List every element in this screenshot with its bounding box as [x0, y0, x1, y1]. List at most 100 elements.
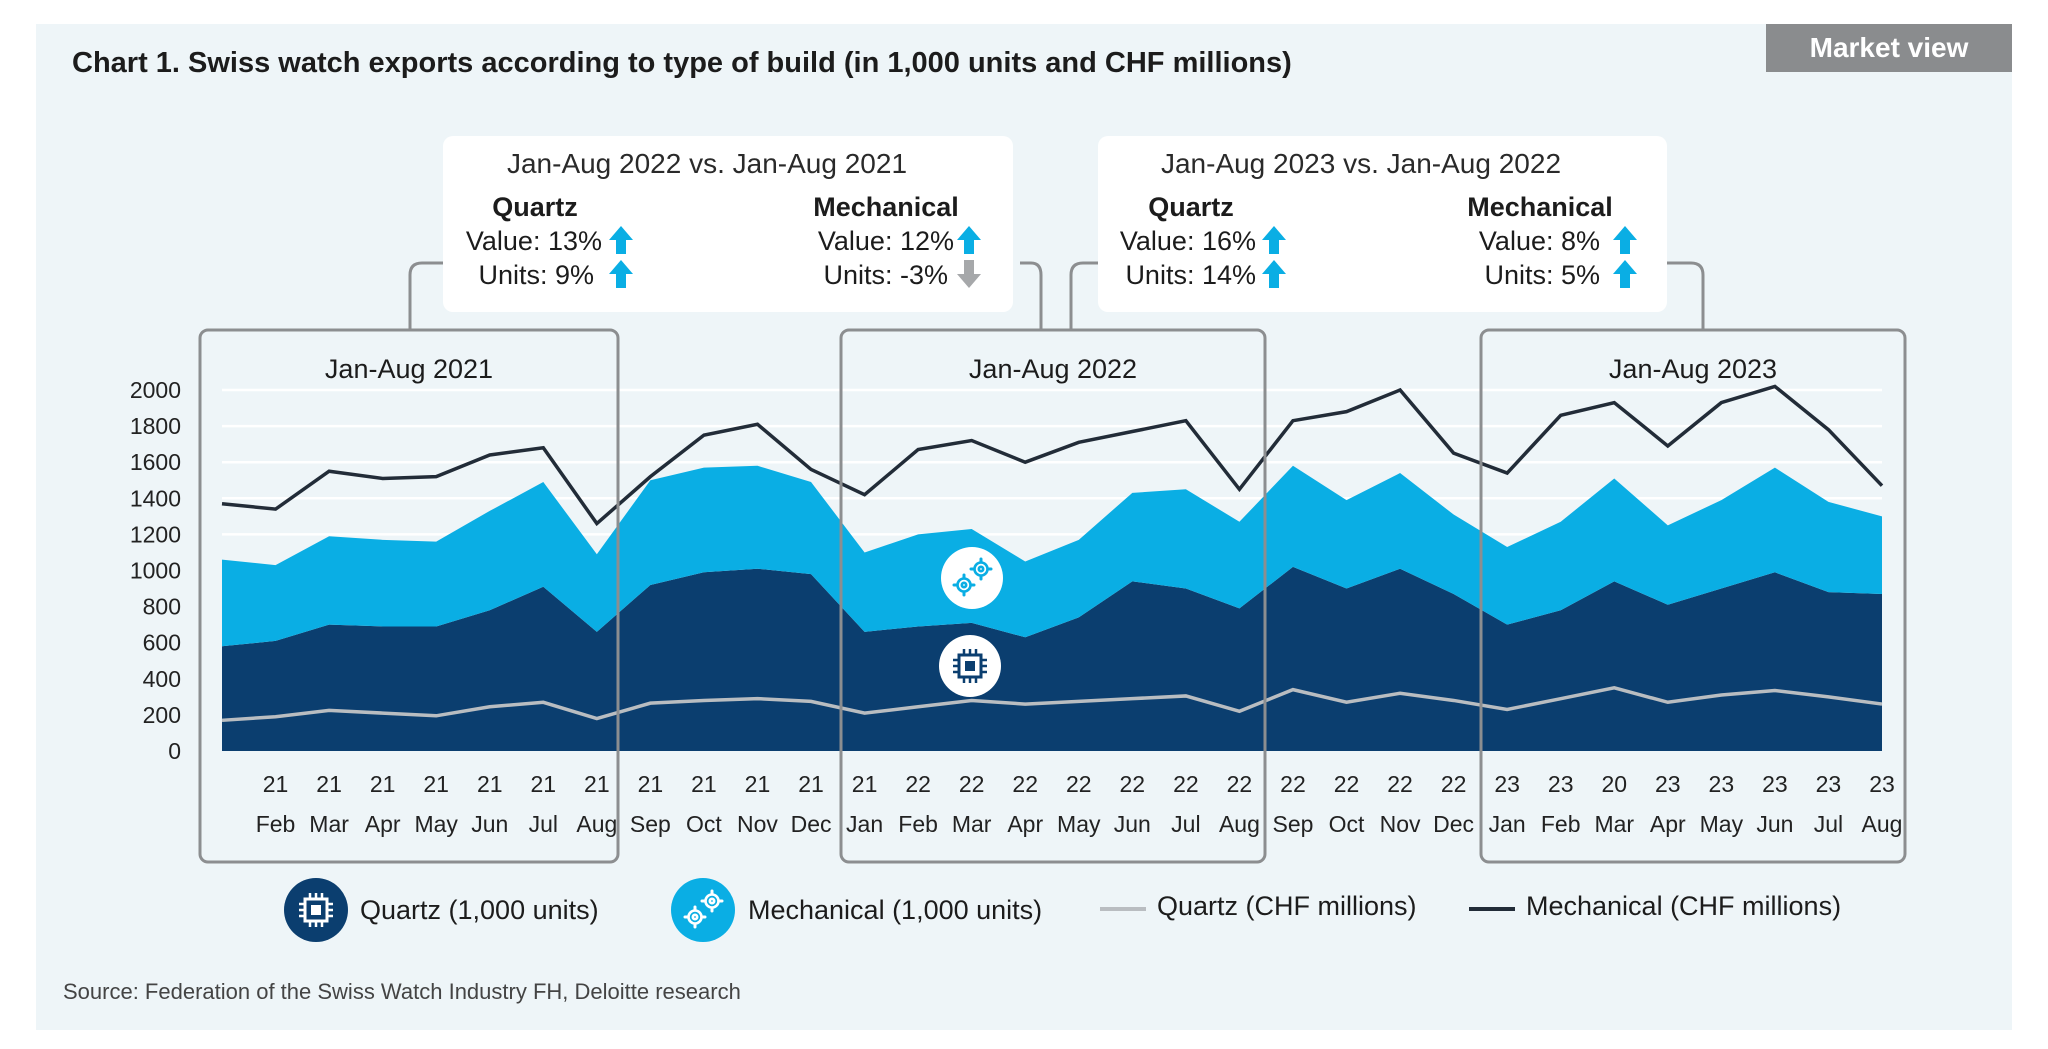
- x-tick-month-label: Jul: [1171, 811, 1200, 837]
- legend-mechanical-gears-icon: [671, 878, 735, 942]
- x-tick-month-label: Oct: [1329, 811, 1365, 837]
- x-tick-month-label: May: [414, 811, 458, 837]
- mechanical-units-area: [222, 465, 1882, 647]
- callout-1-mech-value: Value: 12%: [818, 226, 954, 256]
- period-label-2022: Jan-Aug 2022: [969, 354, 1137, 384]
- x-tick-month-label: May: [1700, 811, 1744, 837]
- x-tick-year-label: 23: [1494, 771, 1520, 797]
- chart-title: Chart 1. Swiss watch exports according t…: [72, 47, 1292, 79]
- x-tick-month-label: Feb: [1541, 811, 1581, 837]
- x-tick-year-label: 23: [1762, 771, 1788, 797]
- x-tick-month-label: Jun: [1756, 811, 1793, 837]
- x-tick-month-label: Sep: [630, 811, 671, 837]
- y-tick-label: 1000: [130, 558, 181, 584]
- arrow-up-icon: [609, 260, 633, 288]
- callout-2-mech-title: Mechanical: [1467, 192, 1613, 222]
- x-tick-year-label: 21: [638, 771, 664, 797]
- x-tick-month-label: Feb: [256, 811, 296, 837]
- x-tick-year-label: 22: [959, 771, 985, 797]
- y-tick-label: 600: [143, 630, 181, 656]
- x-tick-month-label: Feb: [898, 811, 938, 837]
- x-tick-year-label: 21: [852, 771, 878, 797]
- quartz-units-area: [222, 566, 1882, 751]
- x-tick-month-label: Apr: [365, 811, 401, 837]
- x-tick-year-label: 23: [1709, 771, 1735, 797]
- x-tick-month-label: Jun: [471, 811, 508, 837]
- callout-1-heading: Jan-Aug 2022 vs. Jan-Aug 2021: [507, 148, 907, 179]
- y-tick-label: 0: [168, 738, 181, 764]
- legend-quartz-units-label: Quartz (1,000 units): [360, 895, 599, 925]
- x-tick-year-label: 21: [798, 771, 824, 797]
- arrow-up-icon: [1613, 226, 1637, 254]
- x-tick-month-label: Aug: [1862, 811, 1903, 837]
- x-tick-month-label: Oct: [686, 811, 722, 837]
- y-tick-label: 1200: [130, 521, 181, 547]
- x-tick-year-label: 21: [530, 771, 556, 797]
- x-tick-year-label: 23: [1655, 771, 1681, 797]
- y-tick-label: 400: [143, 666, 181, 692]
- x-tick-year-label: 22: [1120, 771, 1146, 797]
- x-tick-year-label: 23: [1548, 771, 1574, 797]
- x-tick-month-label: Aug: [576, 811, 617, 837]
- x-tick-month-label: May: [1057, 811, 1101, 837]
- y-tick-label: 1600: [130, 449, 181, 475]
- x-tick-month-label: Jan: [1489, 811, 1526, 837]
- x-tick-year-label: 22: [905, 771, 931, 797]
- legend-mechanical-units-label: Mechanical (1,000 units): [748, 895, 1042, 925]
- x-tick-year-label: 22: [1227, 771, 1253, 797]
- x-tick-month-label: Aug: [1219, 811, 1260, 837]
- x-tick-month-label: Apr: [1007, 811, 1043, 837]
- y-tick-label: 2000: [130, 377, 181, 403]
- callout-2-mech-units: Units: 5%: [1484, 260, 1600, 290]
- arrow-up-icon: [609, 226, 633, 254]
- x-tick-year-label: 22: [1280, 771, 1306, 797]
- x-tick-month-label: Dec: [1433, 811, 1474, 837]
- callout-1-quartz-units: Units: 9%: [478, 260, 594, 290]
- callout-1-quartz-value: Value: 13%: [466, 226, 602, 256]
- x-tick-year-label: 21: [263, 771, 289, 797]
- y-tick-label: 200: [143, 702, 181, 728]
- arrow-up-icon: [957, 226, 981, 254]
- quartz-value-line: [221, 686, 1883, 723]
- mechanical-gears-icon: [941, 547, 1003, 609]
- x-tick-year-label: 22: [1387, 771, 1413, 797]
- callout-2022-vs-2021: Jan-Aug 2022 vs. Jan-Aug 2021 Quartz Val…: [443, 136, 1013, 312]
- y-tick-label: 800: [143, 594, 181, 620]
- arrow-up-icon: [1262, 260, 1286, 288]
- y-tick-label: 1800: [130, 413, 181, 439]
- quartz-chip-icon: [939, 635, 1001, 697]
- x-tick-year-label: 22: [1334, 771, 1360, 797]
- y-axis: 0 200 400 600 800 1000 1200 1400 1600 1800 2000: [130, 377, 181, 764]
- market-view-badge: [1766, 24, 2012, 72]
- mechanical-value-line: [221, 384, 1884, 527]
- period-box-2022: Jan-Aug 2022: [839, 328, 1267, 864]
- x-axis: 21 21 21 21 21 21 21 21 21 21 21 21 22 22 22 22 22 22 22 22…: [256, 771, 1903, 837]
- x-tick-year-label: 21: [370, 771, 396, 797]
- x-tick-year-label: 23: [1869, 771, 1895, 797]
- callout-1-mech-title: Mechanical: [813, 192, 959, 222]
- legend-mechanical-value-label: Mechanical (CHF millions): [1526, 891, 1841, 921]
- x-tick-year-label: 20: [1601, 771, 1627, 797]
- x-tick-year-label: 23: [1816, 771, 1842, 797]
- callout-1-mech-units: Units: -3%: [823, 260, 948, 290]
- x-tick-month-label: Sep: [1272, 811, 1313, 837]
- callout-2-connector: [1069, 261, 1705, 330]
- x-tick-year-label: 21: [316, 771, 342, 797]
- callout-2-quartz-title: Quartz: [1148, 192, 1234, 222]
- y-tick-label: 1400: [130, 485, 181, 511]
- period-label-2021: Jan-Aug 2021: [325, 354, 493, 384]
- x-tick-year-label: 22: [1441, 771, 1467, 797]
- x-tick-month-label: Nov: [1380, 811, 1421, 837]
- x-tick-year-label: 22: [1066, 771, 1092, 797]
- x-tick-month-label: Jun: [1114, 811, 1151, 837]
- legend-quartz-chip-icon: [284, 878, 348, 942]
- period-label-2023: Jan-Aug 2023: [1609, 354, 1777, 384]
- x-tick-month-label: Mar: [309, 811, 349, 837]
- x-tick-year-label: 21: [745, 771, 771, 797]
- source-note: Source: Federation of the Swiss Watch In…: [63, 979, 741, 1004]
- callout-1-connector: [408, 261, 1043, 330]
- x-tick-month-label: Dec: [791, 811, 832, 837]
- x-tick-month-label: Nov: [737, 811, 778, 837]
- x-tick-month-label: Mar: [1594, 811, 1634, 837]
